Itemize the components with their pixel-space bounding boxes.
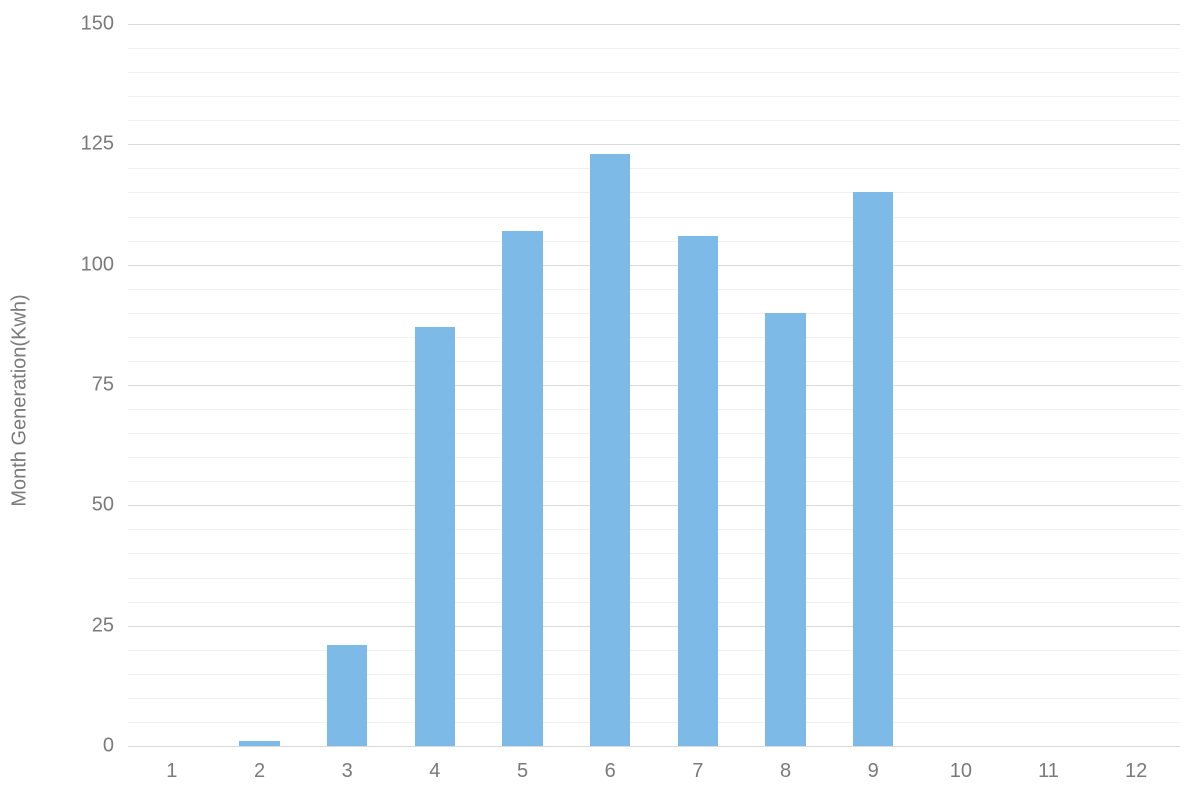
grid-minor — [128, 217, 1180, 218]
grid-minor — [128, 529, 1180, 530]
grid-minor — [128, 337, 1180, 338]
bar — [327, 645, 367, 746]
grid-minor — [128, 553, 1180, 554]
y-tick-label: 0 — [64, 735, 114, 758]
grid-minor — [128, 289, 1180, 290]
bar — [415, 327, 455, 746]
y-tick-label: 125 — [64, 133, 114, 156]
x-tick-label: 8 — [780, 760, 791, 783]
grid-minor — [128, 578, 1180, 579]
grid-minor — [128, 674, 1180, 675]
grid-minor — [128, 168, 1180, 169]
grid-major — [128, 505, 1180, 506]
x-tick-label: 10 — [950, 760, 972, 783]
bar — [765, 313, 805, 746]
bar — [239, 741, 279, 746]
x-tick-label: 6 — [605, 760, 616, 783]
grid-major — [128, 265, 1180, 266]
y-tick-label: 100 — [64, 253, 114, 276]
x-tick-label: 11 — [1038, 760, 1059, 783]
grid-minor — [128, 241, 1180, 242]
y-tick-label: 25 — [64, 614, 114, 637]
grid-minor — [128, 120, 1180, 121]
x-tick-label: 1 — [166, 760, 177, 783]
grid-minor — [128, 192, 1180, 193]
x-tick-label: 2 — [254, 760, 265, 783]
y-axis-title: Month Generation(Kwh) — [9, 294, 32, 506]
bar — [678, 236, 718, 746]
x-tick-label: 7 — [692, 760, 703, 783]
x-tick-label: 9 — [868, 760, 879, 783]
grid-major — [128, 24, 1180, 25]
grid-major — [128, 385, 1180, 386]
grid-minor — [128, 722, 1180, 723]
grid-minor — [128, 698, 1180, 699]
x-tick-label: 3 — [342, 760, 353, 783]
plot-area — [128, 24, 1180, 746]
grid-minor — [128, 48, 1180, 49]
grid-minor — [128, 650, 1180, 651]
y-tick-label: 150 — [64, 13, 114, 36]
bar — [590, 154, 630, 746]
grid-major — [128, 626, 1180, 627]
grid-minor — [128, 72, 1180, 73]
x-tick-label: 4 — [429, 760, 440, 783]
grid-minor — [128, 602, 1180, 603]
grid-major — [128, 144, 1180, 145]
x-tick-label: 5 — [517, 760, 528, 783]
y-tick-label: 50 — [64, 494, 114, 517]
grid-major — [128, 746, 1180, 747]
grid-minor — [128, 433, 1180, 434]
bar-chart: Month Generation(Kwh) 0255075100125150 1… — [0, 0, 1200, 800]
bar — [853, 192, 893, 746]
grid-minor — [128, 409, 1180, 410]
x-tick-label: 12 — [1125, 760, 1147, 783]
grid-minor — [128, 481, 1180, 482]
grid-minor — [128, 313, 1180, 314]
y-axis-title-container: Month Generation(Kwh) — [0, 0, 40, 800]
grid-minor — [128, 361, 1180, 362]
grid-minor — [128, 457, 1180, 458]
y-tick-label: 75 — [64, 374, 114, 397]
grid-minor — [128, 96, 1180, 97]
bar — [502, 231, 542, 746]
